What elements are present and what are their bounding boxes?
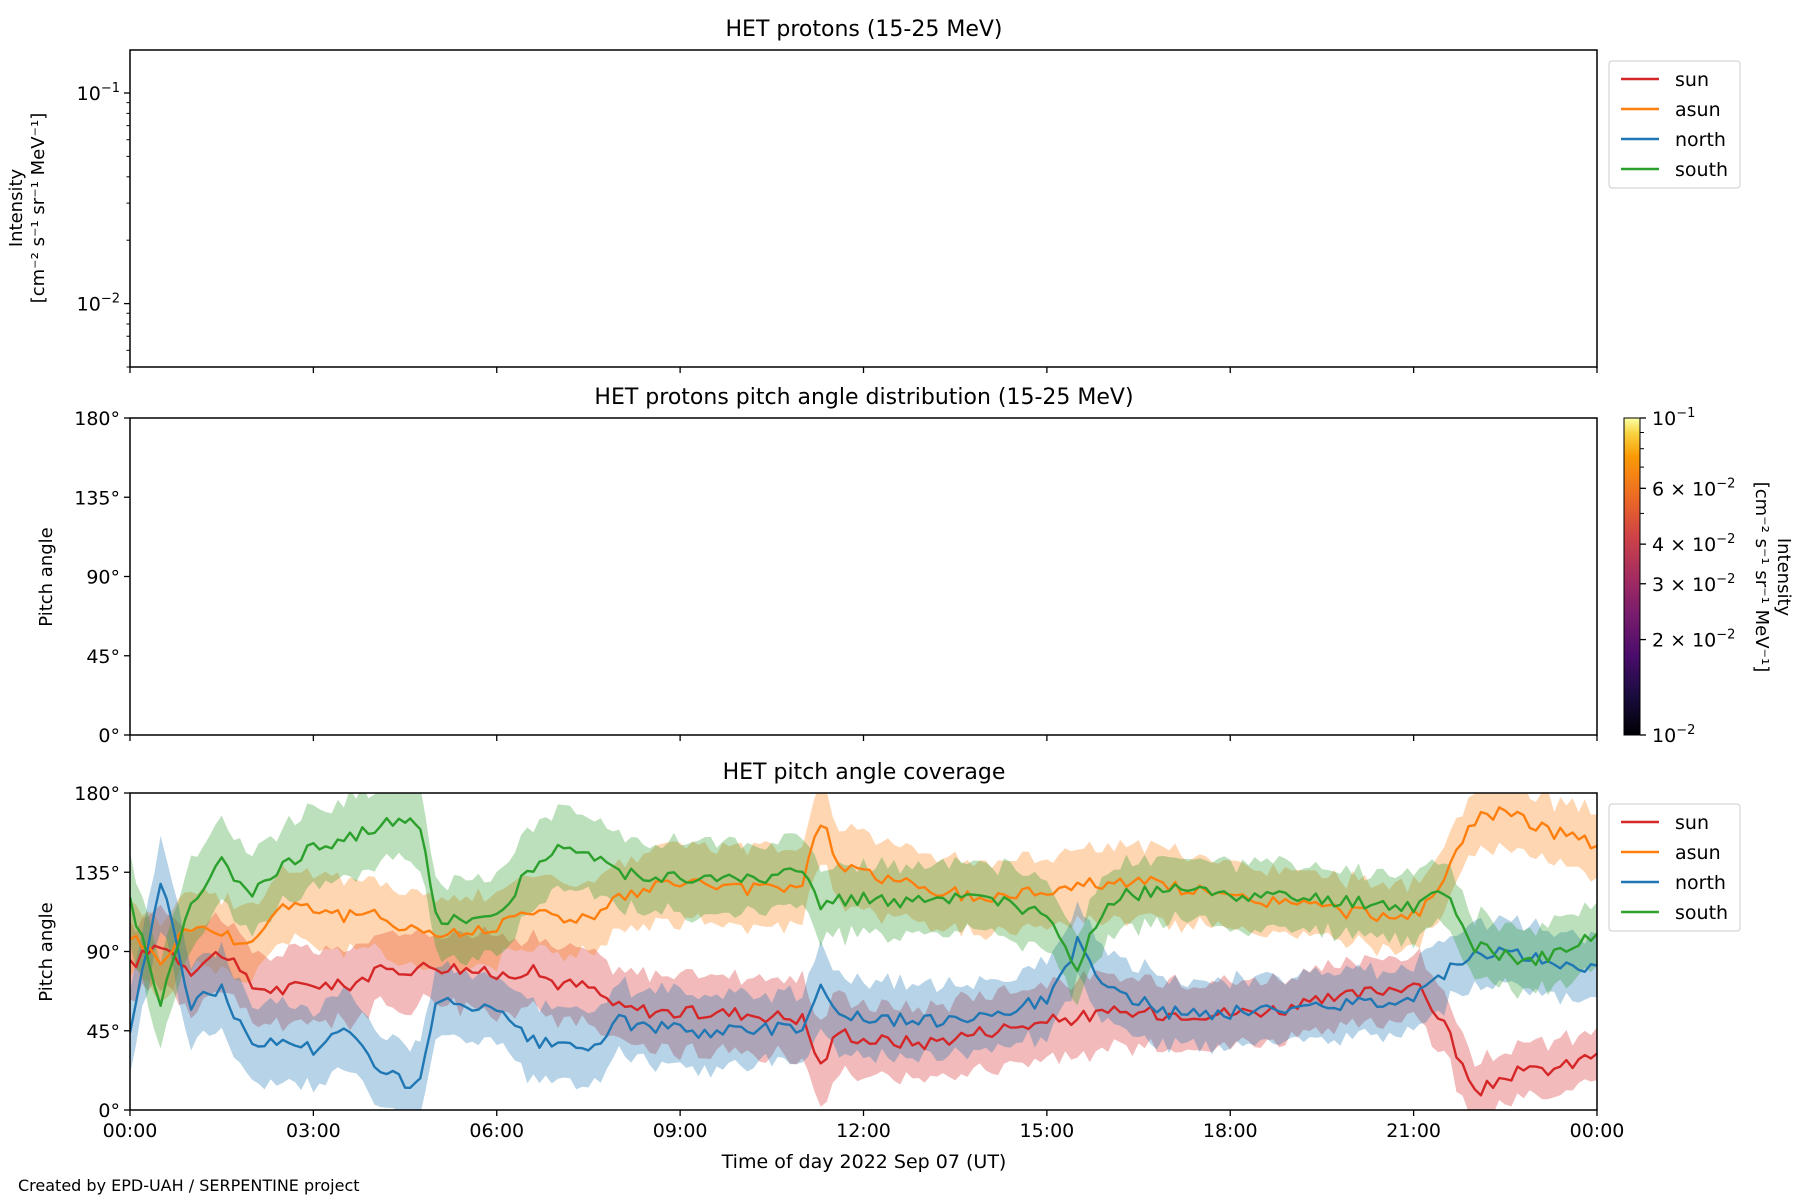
- panel2-ylabel: Pitch angle: [36, 527, 57, 626]
- panel2-xticks: [129, 735, 1598, 741]
- panel3-yticks: 0° 45° 90° 135° 180°: [74, 783, 130, 1122]
- x-tick-label: 09:00: [653, 1120, 708, 1142]
- line-sun: [130, 944, 1597, 1097]
- panel2-title: HET protons pitch angle distribution (15…: [594, 385, 1133, 410]
- series-lines: [130, 806, 1597, 1097]
- credit-footer: Created by EPD-UAH / SERPENTINE project: [18, 1176, 360, 1195]
- uncertainty-bands: [130, 793, 1597, 1110]
- panel3-series: [130, 793, 1597, 1110]
- panel3-legend: sun asun north south: [1608, 803, 1741, 932]
- panel3-ylabel: Pitch angle: [36, 902, 57, 1001]
- band-asun: [130, 793, 1597, 1003]
- legend-label-asun: asun: [1675, 99, 1721, 121]
- panel-pitch-angle-distribution: HET protons pitch angle distribution (15…: [36, 385, 1794, 747]
- legend-label-south: south: [1675, 902, 1728, 924]
- y-tick-label: 180°: [74, 783, 120, 805]
- panel1-ylabel-units: [cm⁻² s⁻¹ sr⁻¹ MeV⁻¹]: [28, 113, 49, 304]
- panel1-xticks: [129, 367, 1598, 373]
- band-north: [130, 835, 1597, 1110]
- colorbar-tick-label: 3 × 10−2: [1652, 572, 1735, 596]
- x-tick-label: 00:00: [1570, 1120, 1625, 1142]
- x-tick-label: 21:00: [1386, 1120, 1441, 1142]
- panel-pitch-angle-coverage: HET pitch angle coverage 0° 45° 90° 135° 180…: [36, 760, 1741, 1173]
- legend-label-south: south: [1675, 159, 1728, 181]
- line-south: [130, 816, 1597, 1007]
- colorbar-tick-label: 2 × 10−2: [1652, 628, 1735, 652]
- legend-label-sun: sun: [1675, 69, 1709, 91]
- x-tick-label: 06:00: [469, 1120, 524, 1142]
- y-tick-label: 10−2: [77, 292, 120, 316]
- panel1-axes: [129, 49, 1598, 368]
- y-tick-label: 135°: [74, 862, 120, 884]
- y-tick-label: 0°: [98, 1100, 120, 1122]
- legend-box: [1608, 60, 1741, 189]
- panel1-ylabel: Intensity [cm⁻² s⁻¹ sr⁻¹ MeV⁻¹]: [6, 113, 49, 304]
- y-tick-label: 135°: [74, 487, 120, 509]
- band-south: [130, 793, 1597, 1049]
- legend-label-asun: asun: [1675, 842, 1721, 864]
- colorbar-tick-label: 6 × 10−2: [1652, 476, 1735, 500]
- legend-label-north: north: [1675, 872, 1726, 894]
- legend-box: [1608, 803, 1741, 932]
- colorbar-label-units: [cm⁻² s⁻¹ sr⁻¹ MeV⁻¹]: [1751, 482, 1772, 673]
- line-north: [130, 882, 1597, 1090]
- colorbar-tick-label: 4 × 10−2: [1652, 532, 1735, 556]
- y-tick-label: 180°: [74, 408, 120, 430]
- x-tick-label: 03:00: [286, 1120, 341, 1142]
- x-tick-label: 18:00: [1203, 1120, 1258, 1142]
- panel3-xticks: 00:00 03:00 06:00 09:00 12:00 15:00 18:00 21:00…: [103, 1110, 1625, 1142]
- band-sun: [130, 904, 1597, 1110]
- y-tick-label: 45°: [86, 646, 120, 668]
- colorbar-label-name: Intensity: [1773, 538, 1794, 617]
- colorbar-label: Intensity [cm⁻² s⁻¹ sr⁻¹ MeV⁻¹]: [1751, 482, 1794, 673]
- colorbar-ticks: 10−1 6 × 10−2 4 × 10−2 3 × 10−2 2 × 10−2 10−2: [1640, 406, 1735, 747]
- panel3-title: HET pitch angle coverage: [723, 760, 1006, 785]
- panel2-yticks: 0° 45° 90° 135° 180°: [74, 408, 130, 747]
- x-tick-label: 12:00: [836, 1120, 891, 1142]
- x-tick-label: 00:00: [103, 1120, 158, 1142]
- colorbar-tick-label: 10−2: [1652, 723, 1695, 747]
- colorbar-tick-label: 10−1: [1652, 406, 1695, 430]
- legend-label-sun: sun: [1675, 812, 1709, 834]
- y-tick-label: 90°: [86, 567, 120, 589]
- panel3-xlabel: Time of day 2022 Sep 07 (UT): [721, 1151, 1007, 1173]
- panel-intensity: HET protons (15-25 MeV) 10−1 10−2 Intensi…: [6, 17, 1741, 373]
- x-tick-label: 15:00: [1019, 1120, 1074, 1142]
- y-tick-label: 45°: [86, 1021, 120, 1043]
- y-tick-label: 90°: [86, 942, 120, 964]
- colorbar-gradient: [1623, 417, 1641, 736]
- y-tick-label: 10−1: [77, 81, 120, 105]
- panel1-ylabel-name: Intensity: [6, 168, 27, 247]
- y-tick-label: 0°: [98, 725, 120, 747]
- panel2-axes: [129, 417, 1598, 736]
- panel1-yticks: 10−1 10−2: [77, 81, 130, 368]
- colorbar: 10−1 6 × 10−2 4 × 10−2 3 × 10−2 2 × 10−2 10−2…: [1623, 406, 1794, 747]
- legend-label-north: north: [1675, 129, 1726, 151]
- panel1-title: HET protons (15-25 MeV): [726, 17, 1003, 42]
- panel1-legend: sun asun north south: [1608, 60, 1741, 189]
